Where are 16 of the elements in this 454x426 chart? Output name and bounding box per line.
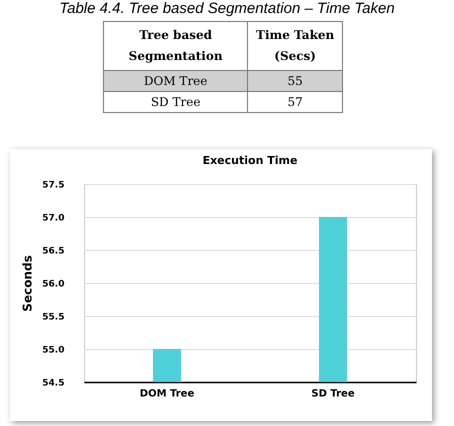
y-tick-label: 55.0 [42,346,64,356]
y-tick-label: 56.5 [42,246,64,256]
y-tick-label: 55.5 [42,312,64,322]
data-label: 57 [248,92,342,112]
text: Time Taken (Secs) [248,22,342,70]
text: Table 4.4. Tree based Segmentation – Time Taken [58,0,396,17]
data-label: 55 [248,70,342,92]
y-tick-label: 57.0 [42,214,64,224]
category-label: DOM Tree [104,70,248,92]
category-label: SD Tree [104,92,248,112]
y-axis-title: Seconds [20,255,34,312]
text: Tree based Segmentation [104,22,248,70]
chart-title: Execution Time [202,154,298,167]
y-tick-label: 56.0 [42,280,64,290]
y-tick-label: 57.5 [42,180,64,190]
y-tick-label: 54.5 [42,378,64,388]
